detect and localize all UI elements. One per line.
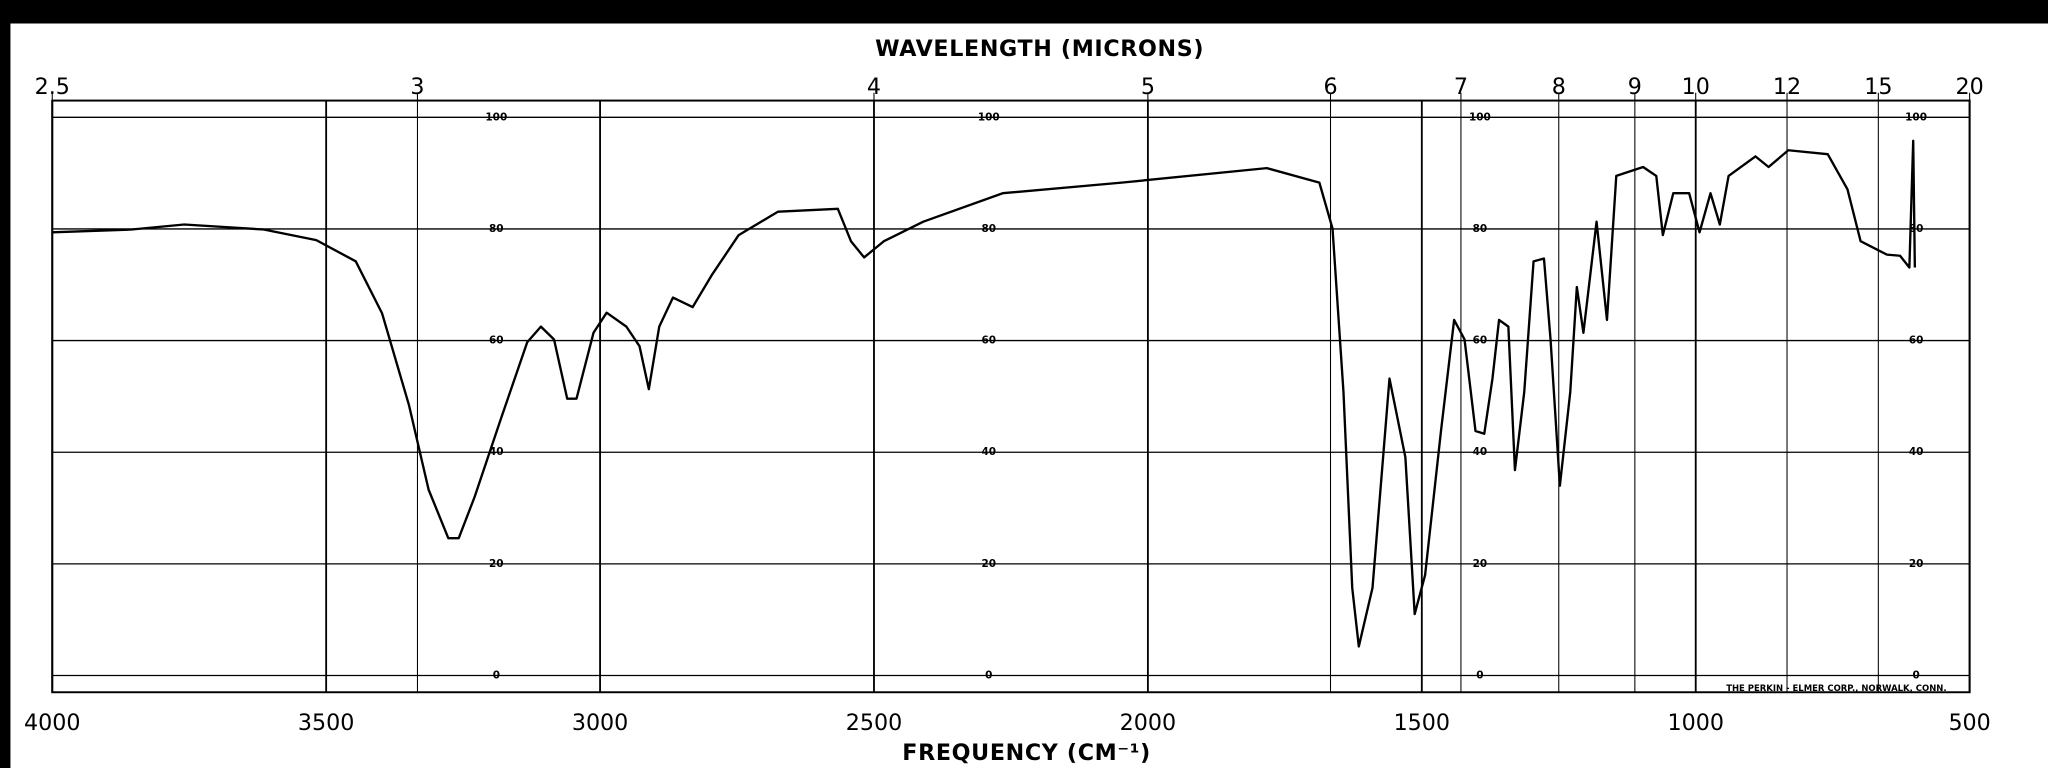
y-tick-label: 80 bbox=[1473, 223, 1488, 235]
y-tick-label: 60 bbox=[1909, 335, 1924, 347]
top-tick-label: 5 bbox=[1141, 74, 1155, 100]
x-tick-label: 4000 bbox=[24, 710, 80, 736]
y-tick-label: 20 bbox=[981, 558, 996, 570]
y-tick-label: 100 bbox=[1905, 111, 1927, 123]
top-tick-label: 8 bbox=[1552, 74, 1566, 100]
y-tick-label: 100 bbox=[1469, 111, 1491, 123]
x-tick-label: 3500 bbox=[298, 710, 354, 736]
top-band bbox=[0, 0, 2048, 24]
y-tick-label: 80 bbox=[489, 223, 504, 235]
top-tick-label: 10 bbox=[1682, 74, 1710, 100]
x-tick-label: 1500 bbox=[1394, 710, 1450, 736]
y-tick-label: 100 bbox=[485, 111, 507, 123]
plot-frame bbox=[51, 99, 1971, 694]
x-tick-label: 500 bbox=[1948, 710, 1990, 736]
y-tick-label: 60 bbox=[489, 335, 504, 347]
top-tick-label: 2.5 bbox=[35, 74, 70, 100]
x-tick-label: 3000 bbox=[572, 710, 628, 736]
top-axis-label: WAVELENGTH (MICRONS) bbox=[875, 36, 1204, 62]
y-tick-label: 20 bbox=[1473, 558, 1488, 570]
left-band bbox=[0, 0, 11, 768]
x-axis-label: FREQUENCY (CM⁻¹) bbox=[902, 740, 1151, 766]
y-tick-label: 60 bbox=[1473, 335, 1488, 347]
y-tick-label: 40 bbox=[1473, 446, 1488, 458]
y-tick-label: 40 bbox=[981, 446, 996, 458]
top-tick-label: 9 bbox=[1628, 74, 1642, 100]
top-tick-label: 4 bbox=[867, 74, 881, 100]
top-tick-label: 12 bbox=[1773, 74, 1801, 100]
y-tick-label: 80 bbox=[981, 223, 996, 235]
spectrum-line bbox=[52, 139, 1917, 648]
top-tick-label: 20 bbox=[1956, 74, 1984, 100]
top-tick-label: 7 bbox=[1454, 74, 1468, 100]
y-tick-label: 80 bbox=[1909, 223, 1924, 235]
y-tick-label: 20 bbox=[1909, 558, 1924, 570]
maker-note: THE PERKIN - ELMER CORP., NORWALK, CONN. bbox=[1726, 683, 1946, 693]
y-tick-label: 0 bbox=[493, 669, 500, 681]
top-tick-label: 6 bbox=[1323, 74, 1337, 100]
y-tick-label: 0 bbox=[1912, 669, 1919, 681]
top-tick-label: 3 bbox=[410, 74, 424, 100]
y-tick-label: 60 bbox=[981, 335, 996, 347]
x-tick-label: 1000 bbox=[1667, 710, 1723, 736]
y-tick-label: 40 bbox=[489, 446, 504, 458]
y-tick-label: 0 bbox=[985, 669, 992, 681]
x-tick-label: 2500 bbox=[846, 710, 902, 736]
y-tick-label: 100 bbox=[978, 111, 1000, 123]
y-tick-label: 0 bbox=[1476, 669, 1483, 681]
y-tick-label: 20 bbox=[489, 558, 504, 570]
x-tick-label: 2000 bbox=[1120, 710, 1176, 736]
top-tick-label: 15 bbox=[1864, 74, 1892, 100]
y-tick-label: 40 bbox=[1909, 446, 1924, 458]
